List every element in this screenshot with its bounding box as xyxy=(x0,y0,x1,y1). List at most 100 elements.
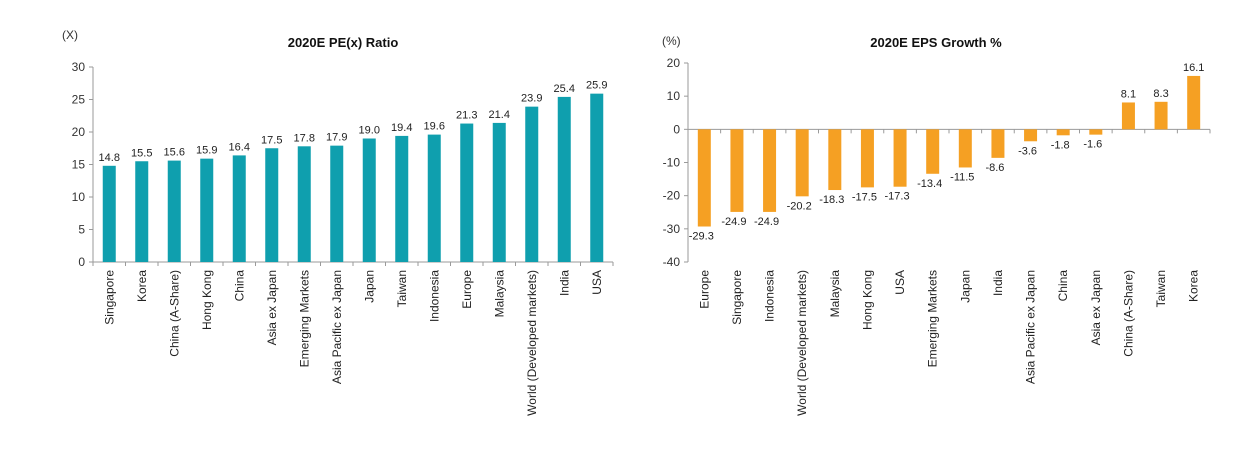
category-label: Europe xyxy=(460,270,474,309)
data-label: -11.5 xyxy=(950,171,974,183)
category-label: Singapore xyxy=(102,270,116,325)
data-label: -3.6 xyxy=(1018,145,1037,157)
category-label: Hong Kong xyxy=(860,270,874,330)
chart-title: 2020E PE(x) Ratio xyxy=(288,35,399,50)
category-label: World (Developed markets) xyxy=(525,270,539,416)
y-tick-label: 25 xyxy=(72,93,86,107)
category-label: World (Developed markets) xyxy=(795,270,809,416)
bar xyxy=(763,129,777,212)
bar xyxy=(297,146,311,262)
data-label: 17.5 xyxy=(261,134,282,146)
bar xyxy=(590,93,604,263)
data-label: -20.2 xyxy=(787,200,812,212)
data-label: 17.9 xyxy=(326,132,347,144)
category-label: Emerging Markets xyxy=(297,270,311,367)
data-label: 15.6 xyxy=(164,147,185,159)
category-label: Malaysia xyxy=(492,270,506,318)
data-label: 25.4 xyxy=(554,83,575,95)
bar xyxy=(697,129,711,227)
category-label: Indonesia xyxy=(427,270,441,322)
category-label: Korea xyxy=(1187,270,1201,302)
pe-ratio-chart: 2020E PE(x) Ratio (X) 0 5 10 15 20 25 30 14.8 Si… xyxy=(62,28,614,416)
bar xyxy=(135,161,149,262)
bar xyxy=(200,158,214,262)
data-label: 8.1 xyxy=(1121,88,1136,100)
category-label: China xyxy=(232,270,246,302)
data-label: 16.4 xyxy=(229,141,250,153)
category-label: Korea xyxy=(135,270,149,302)
bar xyxy=(232,155,246,262)
bar xyxy=(991,129,1005,158)
data-label: 15.5 xyxy=(131,147,152,159)
bar xyxy=(167,160,181,262)
data-label: 19.6 xyxy=(424,121,445,133)
category-label: Indonesia xyxy=(763,270,777,322)
data-label: 14.8 xyxy=(99,152,120,164)
bar xyxy=(828,129,842,191)
y-tick-label: 20 xyxy=(667,56,681,70)
data-label: -8.6 xyxy=(985,162,1004,174)
eps-growth-chart: 2020E EPS Growth % (%) -40 -30 -20 -10 0 10 20… xyxy=(662,34,1211,416)
data-label: -18.3 xyxy=(819,194,844,206)
category-label: Asia ex Japan xyxy=(265,270,279,345)
bar xyxy=(102,165,116,262)
bar xyxy=(860,129,874,188)
category-label: Taiwan xyxy=(395,270,409,307)
bar xyxy=(1187,75,1201,130)
y-tick-label: -30 xyxy=(663,222,681,236)
y-tick-label: 30 xyxy=(72,60,86,74)
bar xyxy=(1056,129,1070,136)
category-label: Asia Pacific ex Japan xyxy=(330,270,344,384)
data-label: 21.4 xyxy=(489,109,510,121)
bar xyxy=(1154,101,1168,130)
data-label: -24.9 xyxy=(721,216,746,228)
bar xyxy=(525,106,539,263)
bar xyxy=(893,129,907,187)
data-label: 25.9 xyxy=(586,80,607,92)
y-tick-label: 15 xyxy=(72,158,86,172)
data-label: 21.3 xyxy=(456,110,477,122)
bar xyxy=(926,129,940,174)
category-label: India xyxy=(557,270,571,296)
data-label: 19.0 xyxy=(359,125,380,137)
bar xyxy=(330,145,344,262)
data-label: 17.8 xyxy=(294,132,315,144)
y-tick-label: 5 xyxy=(78,223,85,237)
bar xyxy=(265,148,279,262)
category-label: Emerging Markets xyxy=(926,270,940,367)
y-tick-label: 10 xyxy=(667,89,681,103)
category-label: China xyxy=(1056,270,1070,302)
bar xyxy=(460,123,474,262)
category-label: Japan xyxy=(362,270,376,303)
category-label: Europe xyxy=(697,270,711,309)
data-label: 19.4 xyxy=(391,122,412,134)
category-label: India xyxy=(991,270,1005,296)
y-tick-label: -10 xyxy=(663,156,681,170)
y-tick-label: 10 xyxy=(72,190,86,204)
data-label: -1.8 xyxy=(1051,139,1070,151)
category-label: Asia Pacific ex Japan xyxy=(1024,270,1038,384)
y-tick-label: 0 xyxy=(78,255,85,269)
data-label: -1.6 xyxy=(1083,139,1102,151)
category-label: China (A-Share) xyxy=(1121,270,1135,357)
bar xyxy=(395,135,409,262)
y-tick-label: -20 xyxy=(663,189,681,203)
data-label: 23.9 xyxy=(521,93,542,105)
category-label: USA xyxy=(590,270,604,295)
y-unit-label: (%) xyxy=(662,34,681,48)
y-unit-label: (X) xyxy=(62,28,78,42)
bar xyxy=(958,129,972,168)
category-label: Hong Kong xyxy=(200,270,214,330)
category-label: China (A-Share) xyxy=(167,270,181,357)
bar xyxy=(1024,129,1038,142)
bar xyxy=(795,129,809,197)
data-label: -17.3 xyxy=(885,191,910,203)
data-label: -29.3 xyxy=(689,231,714,243)
category-label: Asia ex Japan xyxy=(1089,270,1103,345)
data-label: 8.3 xyxy=(1153,88,1168,100)
data-label: 16.1 xyxy=(1183,62,1204,74)
category-label: Malaysia xyxy=(828,270,842,318)
bar xyxy=(730,129,744,212)
data-label: -24.9 xyxy=(754,216,779,228)
